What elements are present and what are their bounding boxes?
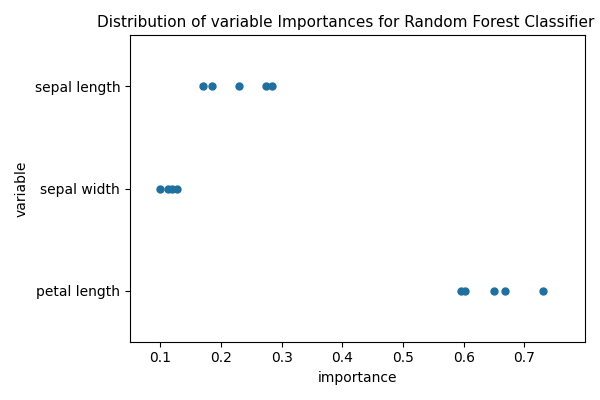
- Point: [538, 288, 547, 294]
- Point: [155, 185, 165, 192]
- Point: [198, 83, 208, 90]
- Point: [262, 83, 271, 90]
- Point: [172, 185, 182, 192]
- Point: [500, 288, 510, 294]
- Point: [461, 288, 470, 294]
- Point: [207, 83, 217, 90]
- Point: [489, 288, 499, 294]
- Point: [456, 288, 466, 294]
- Point: [163, 185, 173, 192]
- Point: [235, 83, 244, 90]
- Point: [268, 83, 277, 90]
- X-axis label: importance: importance: [318, 371, 397, 385]
- Point: [167, 185, 177, 192]
- Y-axis label: variable: variable: [15, 160, 29, 217]
- Title: Distribution of variable Importances for Random Forest Classifier ac: Distribution of variable Importances for…: [97, 15, 600, 30]
